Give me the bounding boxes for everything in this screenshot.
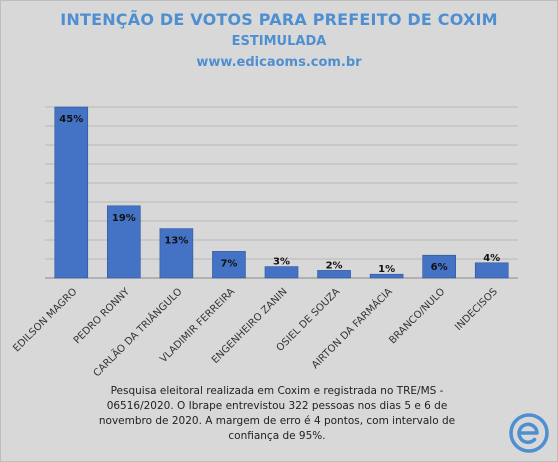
survey-footnote: Pesquisa eleitoral realizada em Coxim e …	[98, 385, 456, 442]
bar	[317, 270, 351, 279]
data-label: 6%	[431, 262, 448, 273]
edicaoms-e-logo-icon	[509, 413, 549, 453]
data-label: 13%	[164, 236, 188, 247]
data-label: 19%	[112, 213, 136, 224]
bar	[474, 262, 509, 279]
bar	[369, 273, 404, 279]
chart-subtitle: ESTIMULADA	[231, 34, 327, 49]
bar	[54, 106, 89, 279]
category-label: BRANCO/NULO	[387, 286, 447, 346]
data-label: 7%	[220, 258, 237, 269]
bar	[422, 254, 456, 279]
data-label: 45%	[59, 114, 83, 125]
data-label: 3%	[273, 257, 290, 268]
website-url: www.edicaoms.com.br	[196, 55, 362, 70]
category-label: INDECISOS	[453, 286, 500, 333]
bar	[107, 205, 141, 279]
category-label: EDILSON MAGRO	[11, 286, 79, 354]
category-label: AIRTON DA FARMÁCIA	[309, 285, 395, 371]
category-label: CARLÃO DA TRIÂNGULO	[90, 285, 184, 379]
bar	[159, 228, 194, 279]
category-label: PEDRO RONNY	[72, 286, 133, 347]
chart-title: INTENÇÃO DE VOTOS PARA PREFEITO DE COXIM	[60, 10, 498, 29]
data-label: 1%	[378, 264, 395, 275]
bar	[264, 266, 299, 279]
data-label: 2%	[326, 260, 343, 271]
data-label: 4%	[483, 253, 500, 264]
bar	[212, 251, 246, 279]
